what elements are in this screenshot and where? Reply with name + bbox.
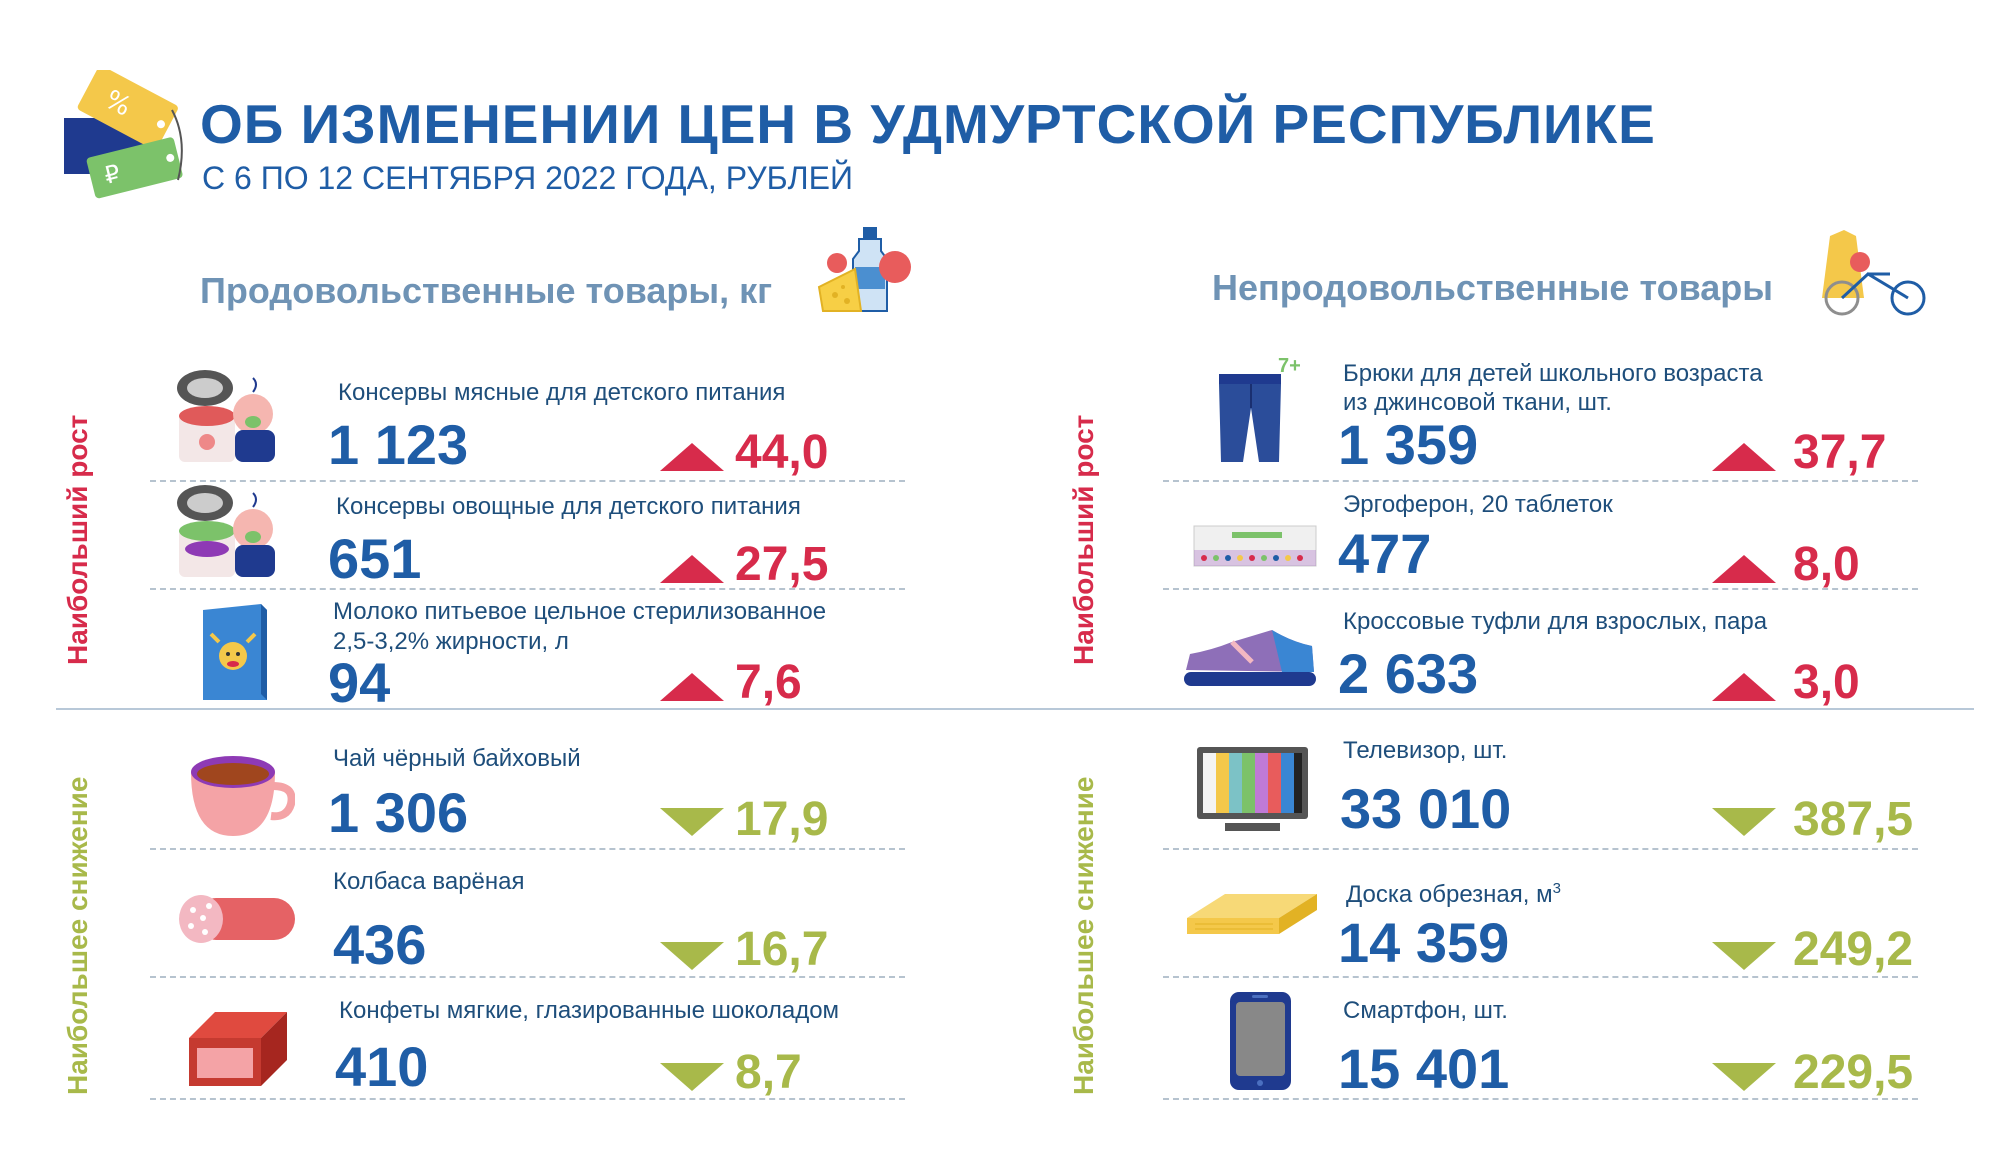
nonfood-down-item-3-change: 229,5 (1793, 1046, 1914, 1099)
nonfood-down-item-3-price: 15 401 (1338, 1037, 1510, 1100)
increase-arrow-icon (1712, 673, 1776, 701)
row-separator (1163, 588, 1918, 590)
row-separator (150, 848, 905, 850)
food-group-up-label: Наибольший рост (62, 414, 93, 665)
increase-arrow-icon (1712, 443, 1776, 471)
food-up-item-3-name: Молоко питьевое цельное стерилизованное (333, 598, 827, 625)
baby-food-vegetable-can-icon (175, 483, 285, 583)
baby-food-meat-can-icon (175, 368, 285, 468)
clothes-bicycle-icon (1820, 228, 1930, 318)
row-separator (150, 976, 905, 978)
food-up-item-3-change: 7,6 (735, 656, 802, 709)
increase-arrow-icon (660, 555, 724, 583)
sneaker-icon (1182, 628, 1317, 693)
nonfood-up-item-3-name: Кроссовые туфли для взрослых, пара (1343, 608, 1768, 635)
food-down-item-2-change: 16,7 (735, 923, 829, 976)
food-up-item-2-change: 27,5 (735, 538, 829, 591)
row-separator (1163, 480, 1918, 482)
food-up-item-1-price: 1 123 (328, 413, 469, 476)
tv-icon (1195, 745, 1310, 840)
nonfood-down-item-3-name: Смартфон, шт. (1343, 997, 1508, 1024)
smartphone-icon (1228, 990, 1293, 1092)
cubic-superscript: 3 (1552, 880, 1561, 897)
food-up-item-1-name: Консервы мясные для детского питания (338, 379, 786, 406)
nonfood-down-item-2-price: 14 359 (1338, 911, 1510, 974)
tea-cup-icon (185, 750, 295, 840)
nonfood-up-item-1-name: Брюки для детей школьного возраста (1343, 360, 1763, 387)
decrease-arrow-icon (1712, 942, 1776, 970)
food-up-item-2-price: 651 (328, 527, 422, 590)
food-down-item-2-price: 436 (333, 913, 427, 976)
nonfood-up-item-1-change: 37,7 (1793, 426, 1887, 479)
increase-arrow-icon (660, 443, 724, 471)
row-separator (150, 480, 905, 482)
age-badge: 7+ (1278, 355, 1301, 377)
nonfood-down-item-2-change: 249,2 (1793, 923, 1914, 976)
page-title: ОБ ИЗМЕНЕНИИ ЦЕН В УДМУРТСКОЙ РЕСПУБЛИКЕ (200, 93, 1656, 155)
nonfood-up-item-3-price: 2 633 (1338, 642, 1479, 705)
food-up-item-3-name-line2: 2,5-3,2% жирности, л (333, 628, 569, 655)
pill-box-icon (1192, 520, 1318, 572)
decrease-arrow-icon (1712, 1063, 1776, 1091)
decrease-arrow-icon (660, 1063, 724, 1091)
nonfood-down-item-1-price: 33 010 (1340, 777, 1512, 840)
row-separator (150, 588, 905, 590)
groceries-icon (815, 225, 915, 315)
food-down-item-3-price: 410 (335, 1035, 429, 1098)
nonfood-down-item-1-change: 387,5 (1793, 793, 1914, 846)
food-down-item-3-change: 8,7 (735, 1046, 802, 1099)
nonfood-down-item-1-name: Телевизор, шт. (1343, 737, 1508, 764)
increase-arrow-icon (660, 673, 724, 701)
nonfood-up-item-1-price: 1 359 (1338, 413, 1479, 476)
milk-carton-icon (195, 602, 275, 702)
price-tags-logo-icon: % ₽ (60, 70, 190, 200)
nonfood-up-item-2-name: Эргоферон, 20 таблеток (1343, 491, 1613, 518)
decrease-arrow-icon (1712, 808, 1776, 836)
nonfood-group-up-label: Наибольший рост (1068, 414, 1099, 665)
nonfood-section-title: Непродовольственные товары (1212, 267, 1774, 308)
sausage-icon (175, 890, 300, 948)
page-subtitle: С 6 ПО 12 СЕНТЯБРЯ 2022 ГОДА, РУБЛЕЙ (202, 160, 854, 196)
food-up-item-3-price: 94 (328, 651, 391, 714)
row-separator (1163, 976, 1918, 978)
increase-arrow-icon (1712, 555, 1776, 583)
nonfood-up-item-1-name-line2: из джинсовой ткани, шт. (1343, 389, 1612, 416)
jeans-icon (1215, 372, 1285, 464)
nonfood-up-item-2-price: 477 (1338, 522, 1432, 585)
group-divider (56, 708, 1974, 710)
food-up-item-1-change: 44,0 (735, 426, 829, 479)
food-group-down-label: Наибольшее снижение (62, 776, 93, 1095)
candy-bar-icon (185, 1008, 290, 1088)
row-separator (1163, 1098, 1918, 1100)
food-down-item-3-name: Конфеты мягкие, глазированные шоколадом (339, 997, 840, 1024)
food-section-title: Продовольственные товары, кг (200, 270, 773, 311)
decrease-arrow-icon (660, 942, 724, 970)
food-up-item-2-name: Консервы овощные для детского питания (336, 493, 801, 520)
decrease-arrow-icon (660, 808, 724, 836)
lumber-board-icon (1185, 890, 1320, 940)
food-down-item-1-name: Чай чёрный байховый (333, 745, 581, 772)
row-separator (150, 1098, 905, 1100)
food-down-item-1-change: 17,9 (735, 793, 829, 846)
nonfood-group-down-label: Наибольшее снижение (1068, 776, 1099, 1095)
svg-text:₽: ₽ (101, 159, 123, 190)
row-separator (1163, 848, 1918, 850)
nonfood-down-item-2-name-text: Доска обрезная, м (1346, 881, 1553, 908)
nonfood-down-item-2-name: Доска обрезная, м3 (1346, 874, 1561, 910)
food-down-item-2-name: Колбаса варёная (333, 868, 525, 895)
nonfood-up-item-3-change: 3,0 (1793, 656, 1860, 709)
food-down-item-1-price: 1 306 (328, 781, 469, 844)
nonfood-up-item-2-change: 8,0 (1793, 538, 1860, 591)
